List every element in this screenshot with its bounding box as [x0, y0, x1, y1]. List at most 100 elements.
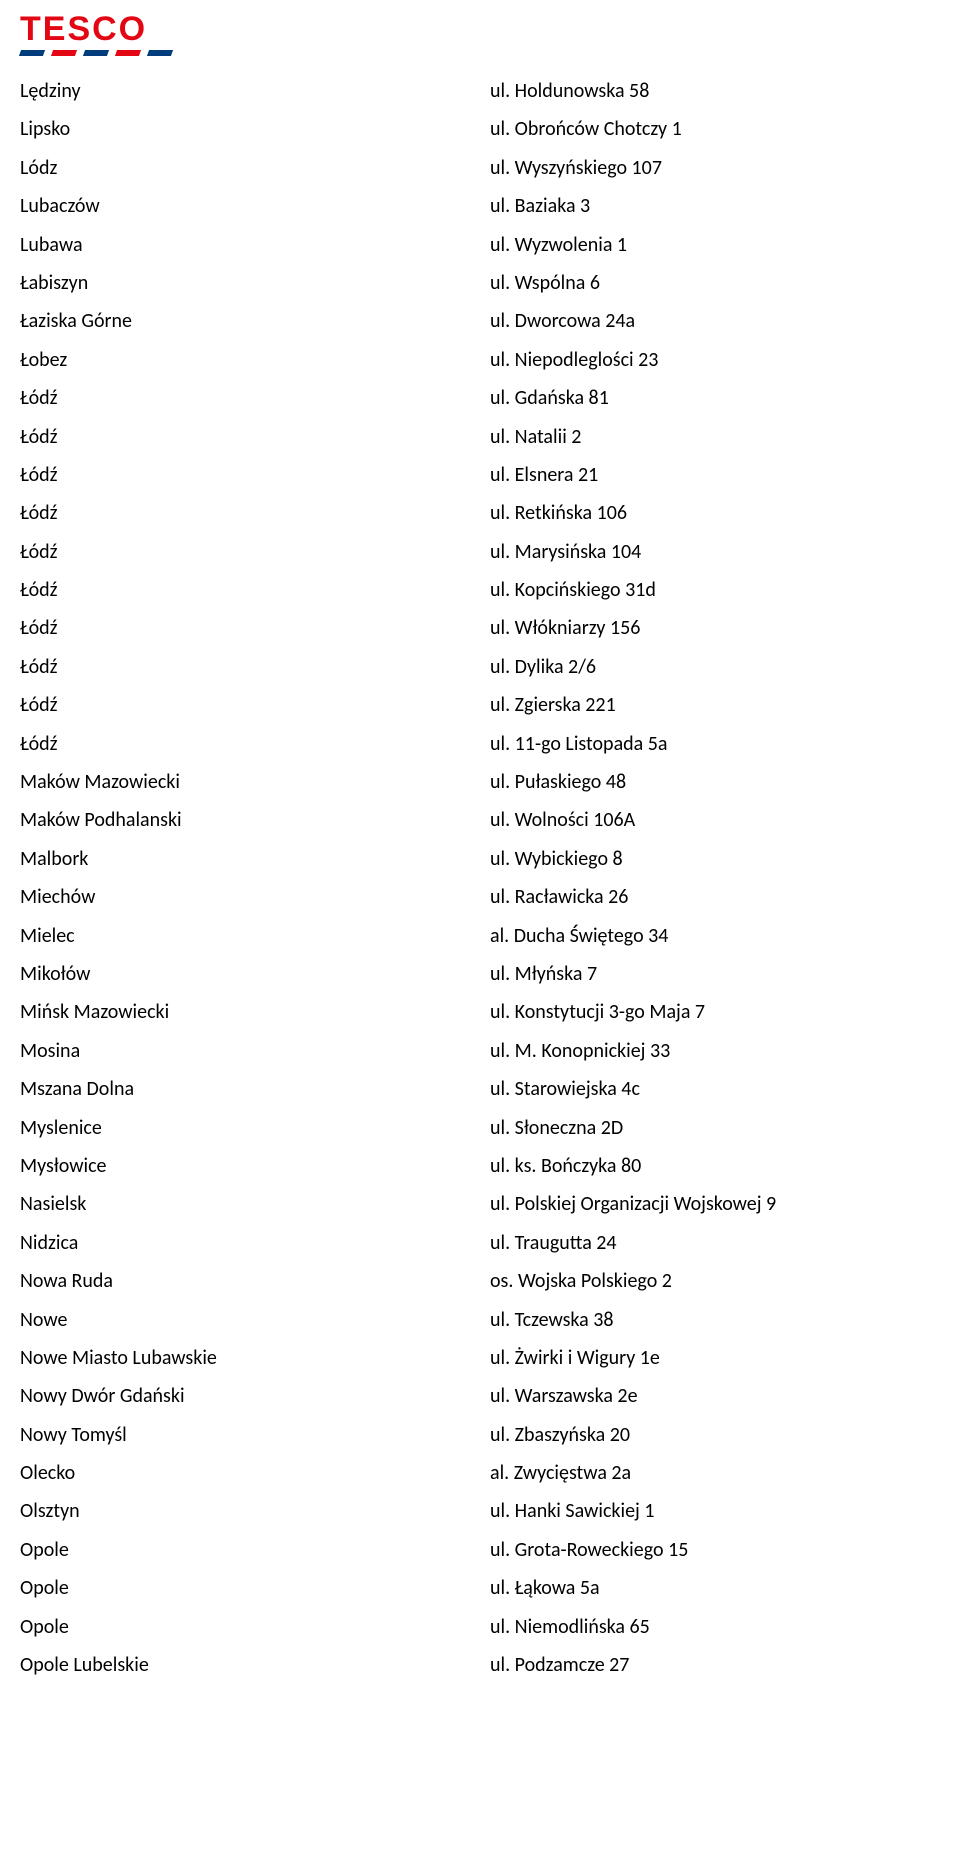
- street-address: ul. Włókniarzy 156: [490, 609, 940, 647]
- street-address: ul. Pułaskiego 48: [490, 763, 940, 801]
- list-item: Łódźul. Marysińska 104: [20, 533, 940, 571]
- list-item: Lędzinyul. Holdunowska 58: [20, 72, 940, 110]
- street-address: ul. Wyszyńskiego 107: [490, 149, 940, 187]
- city-name: Nowy Tomyśl: [20, 1416, 490, 1454]
- street-address: ul. Wyzwolenia 1: [490, 226, 940, 264]
- street-address: ul. Marysińska 104: [490, 533, 940, 571]
- city-name: Łódź: [20, 725, 490, 763]
- street-address: ul. Żwirki i Wigury 1e: [490, 1339, 940, 1377]
- list-item: Łobezul. Niepodleglości 23: [20, 341, 940, 379]
- street-address: ul. M. Konopnickiej 33: [490, 1032, 940, 1070]
- list-item: Łaziska Górneul. Dworcowa 24a: [20, 302, 940, 340]
- logo-stripes: [20, 50, 940, 56]
- logo-stripe: [19, 50, 45, 56]
- street-address: ul. Niepodleglości 23: [490, 341, 940, 379]
- street-address: ul. Retkińska 106: [490, 494, 940, 532]
- city-name: Łódź: [20, 494, 490, 532]
- city-name: Łódź: [20, 609, 490, 647]
- list-item: Nidzicaul. Traugutta 24: [20, 1224, 940, 1262]
- street-address: ul. Elsnera 21: [490, 456, 940, 494]
- street-address: ul. Konstytucji 3-go Maja 7: [490, 993, 940, 1031]
- street-address: ul. Polskiej Organizacji Wojskowej 9: [490, 1185, 940, 1223]
- list-item: Opoleul. Grota-Roweckiego 15: [20, 1531, 940, 1569]
- list-item: Opoleul. Łąkowa 5a: [20, 1569, 940, 1607]
- street-address: ul. Racławicka 26: [490, 878, 940, 916]
- list-item: Olsztynul. Hanki Sawickiej 1: [20, 1492, 940, 1530]
- city-name: Maków Mazowiecki: [20, 763, 490, 801]
- street-address: ul. Baziaka 3: [490, 187, 940, 225]
- list-item: Nowy Dwór Gdańskiul. Warszawska 2e: [20, 1377, 940, 1415]
- street-address: al. Ducha Świętego 34: [490, 917, 940, 955]
- list-item: Nowe Miasto Lubawskieul. Żwirki i Wigury…: [20, 1339, 940, 1377]
- logo-text: TESCO: [20, 12, 940, 46]
- list-item: Łódźul. Kopcińskiego 31d: [20, 571, 940, 609]
- list-item: Łódźul. Elsnera 21: [20, 456, 940, 494]
- street-address: ul. Wolności 106A: [490, 801, 940, 839]
- list-item: Mysleniceul. Słoneczna 2D: [20, 1109, 940, 1147]
- document-page: TESCO Lędzinyul. Holdunowska 58Lipskoul.…: [0, 0, 960, 1724]
- list-item: Lubawaul. Wyzwolenia 1: [20, 226, 940, 264]
- city-name: Lędziny: [20, 72, 490, 110]
- list-item: Maków Podhalanskiul. Wolności 106A: [20, 801, 940, 839]
- city-name: Nasielsk: [20, 1185, 490, 1223]
- list-item: Łabiszynul. Wspólna 6: [20, 264, 940, 302]
- list-item: Mikołówul. Młyńska 7: [20, 955, 940, 993]
- city-name: Mińsk Mazowiecki: [20, 993, 490, 1031]
- list-item: Łódźul. Retkińska 106: [20, 494, 940, 532]
- list-item: Mielecal. Ducha Świętego 34: [20, 917, 940, 955]
- list-item: Łódźul. Natalii 2: [20, 418, 940, 456]
- street-address: ul. Natalii 2: [490, 418, 940, 456]
- list-item: Łódźul. Gdańska 81: [20, 379, 940, 417]
- logo-stripe: [83, 50, 109, 56]
- logo-stripe: [147, 50, 173, 56]
- city-name: Myslenice: [20, 1109, 490, 1147]
- street-address: ul. Obrońców Chotczy 1: [490, 110, 940, 148]
- city-name: Mysłowice: [20, 1147, 490, 1185]
- city-name: Lódz: [20, 149, 490, 187]
- city-name: Łódź: [20, 571, 490, 609]
- city-name: Lipsko: [20, 110, 490, 148]
- logo-stripe: [51, 50, 77, 56]
- street-address: os. Wojska Polskiego 2: [490, 1262, 940, 1300]
- list-item: Malborkul. Wybickiego 8: [20, 840, 940, 878]
- street-address: ul. Dworcowa 24a: [490, 302, 940, 340]
- city-name: Łobez: [20, 341, 490, 379]
- list-item: Lubaczówul. Baziaka 3: [20, 187, 940, 225]
- street-address: ul. Wybickiego 8: [490, 840, 940, 878]
- city-name: Łódź: [20, 456, 490, 494]
- city-name: Nidzica: [20, 1224, 490, 1262]
- city-name: Łódź: [20, 686, 490, 724]
- list-item: Opoleul. Niemodlińska 65: [20, 1608, 940, 1646]
- list-item: Lipskoul. Obrońców Chotczy 1: [20, 110, 940, 148]
- street-address: ul. Gdańska 81: [490, 379, 940, 417]
- city-name: Łódź: [20, 648, 490, 686]
- city-name: Mszana Dolna: [20, 1070, 490, 1108]
- city-name: Łódź: [20, 533, 490, 571]
- street-address: ul. Tczewska 38: [490, 1301, 940, 1339]
- list-item: Mysłowiceul. ks. Bończyka 80: [20, 1147, 940, 1185]
- street-address: al. Zwycięstwa 2a: [490, 1454, 940, 1492]
- street-address: ul. Starowiejska 4c: [490, 1070, 940, 1108]
- city-name: Łódź: [20, 418, 490, 456]
- street-address: ul. Kopcińskiego 31d: [490, 571, 940, 609]
- list-item: Łódźul. Zgierska 221: [20, 686, 940, 724]
- street-address: ul. Niemodlińska 65: [490, 1608, 940, 1646]
- city-name: Opole: [20, 1608, 490, 1646]
- list-item: Miechówul. Racławicka 26: [20, 878, 940, 916]
- city-name: Łódź: [20, 379, 490, 417]
- street-address: ul. Łąkowa 5a: [490, 1569, 940, 1607]
- city-name: Opole: [20, 1569, 490, 1607]
- street-address: ul. 11-go Listopada 5a: [490, 725, 940, 763]
- list-item: Łódźul. 11-go Listopada 5a: [20, 725, 940, 763]
- list-item: Nowa Rudaos. Wojska Polskiego 2: [20, 1262, 940, 1300]
- city-name: Nowy Dwór Gdański: [20, 1377, 490, 1415]
- logo-stripe: [115, 50, 141, 56]
- city-name: Miechów: [20, 878, 490, 916]
- city-name: Olsztyn: [20, 1492, 490, 1530]
- city-name: Nowa Ruda: [20, 1262, 490, 1300]
- street-address: ul. Traugutta 24: [490, 1224, 940, 1262]
- list-item: Mosinaul. M. Konopnickiej 33: [20, 1032, 940, 1070]
- street-address: ul. ks. Bończyka 80: [490, 1147, 940, 1185]
- city-name: Malbork: [20, 840, 490, 878]
- street-address: ul. Zgierska 221: [490, 686, 940, 724]
